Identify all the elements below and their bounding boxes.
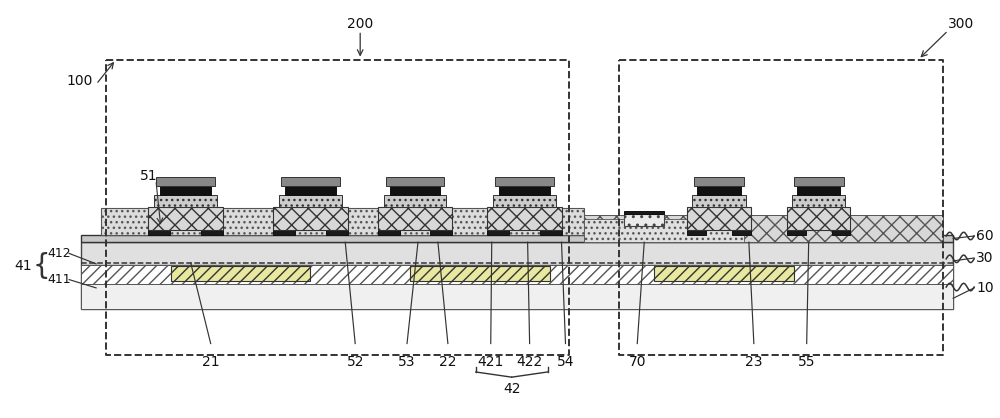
Text: 42: 42 [503,382,520,396]
Bar [378,230,400,235]
Bar [81,265,953,308]
Bar [687,230,706,235]
Text: 200: 200 [347,17,373,31]
Bar [540,230,562,235]
Bar [156,177,215,186]
Text: 21: 21 [202,355,219,369]
Bar [797,186,840,195]
Bar [281,177,340,186]
Bar [832,230,850,235]
Text: 421: 421 [478,355,504,369]
Bar [584,215,943,242]
Text: 422: 422 [516,355,543,369]
Text: 53: 53 [398,355,416,369]
Bar [148,230,170,235]
Text: 51: 51 [140,169,158,183]
Bar [410,266,550,281]
Bar [279,195,342,207]
Bar [430,230,452,235]
Bar [794,177,844,186]
Bar [154,195,217,207]
Bar [694,177,744,186]
Bar [499,186,550,195]
Text: {: { [32,252,50,280]
Bar [624,214,664,226]
Text: 412: 412 [47,247,71,260]
Bar [584,219,744,242]
Bar [487,207,562,230]
Bar [493,195,556,207]
Bar [160,186,211,195]
Text: 70: 70 [628,355,646,369]
Text: 60: 60 [976,229,994,243]
Bar [687,207,751,230]
Bar [326,230,348,235]
Text: 100: 100 [66,74,92,88]
Bar [386,177,444,186]
Bar [81,284,953,308]
Text: 41: 41 [15,259,32,273]
Bar [81,242,953,265]
Bar [201,230,223,235]
Bar [654,266,794,281]
Text: 55: 55 [798,355,815,369]
Bar [792,195,845,207]
Text: 54: 54 [557,355,574,369]
Bar [81,235,953,242]
Bar [732,230,751,235]
Bar [81,265,953,284]
Bar [787,230,806,235]
Bar [148,207,223,230]
Bar [171,266,310,281]
Bar [697,186,741,195]
Text: 10: 10 [976,281,994,295]
Text: 411: 411 [47,273,71,286]
Bar [273,230,295,235]
Bar [285,186,336,195]
Bar [390,186,440,195]
Text: 23: 23 [745,355,763,369]
Text: 300: 300 [948,17,974,31]
Bar [787,207,850,230]
Bar [692,195,746,207]
Text: 22: 22 [439,355,457,369]
Bar [495,177,554,186]
Text: 30: 30 [976,251,994,265]
Bar [624,211,664,214]
Bar [101,208,584,235]
Bar [378,207,452,230]
Text: 52: 52 [346,355,364,369]
Bar [384,195,446,207]
Bar [273,207,348,230]
Bar [487,230,509,235]
